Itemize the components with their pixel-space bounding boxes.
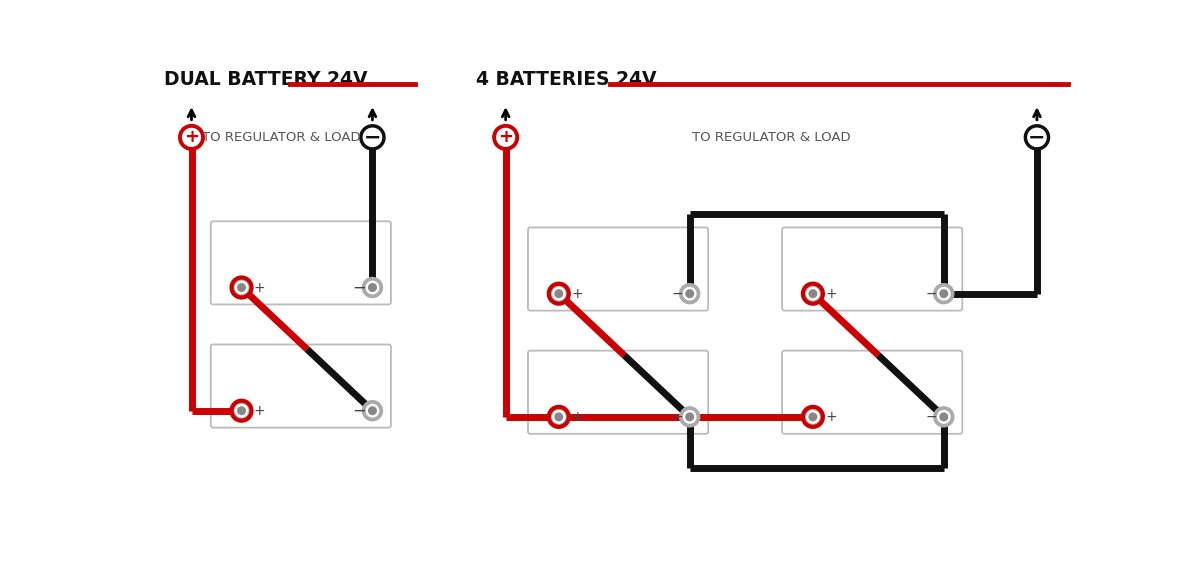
Text: DUAL BATTERY 24V: DUAL BATTERY 24V [163,70,367,89]
Circle shape [937,411,950,423]
Text: +: + [254,281,265,295]
Text: +: + [826,410,836,424]
Circle shape [552,411,565,423]
Circle shape [679,407,700,427]
Circle shape [361,126,384,149]
Circle shape [940,290,948,298]
Text: −: − [353,402,366,420]
Circle shape [809,413,817,420]
Circle shape [232,401,252,420]
Text: −: − [353,278,366,296]
Circle shape [934,407,954,427]
Circle shape [238,407,245,415]
Circle shape [803,407,823,427]
Circle shape [366,281,379,293]
FancyBboxPatch shape [528,227,708,311]
Text: +: + [184,128,199,146]
Circle shape [806,288,820,300]
Circle shape [686,290,694,298]
Circle shape [238,284,245,291]
Text: TO REGULATOR & LOAD: TO REGULATOR & LOAD [692,131,851,144]
Circle shape [937,288,950,300]
Circle shape [934,284,954,304]
Circle shape [684,288,696,300]
Text: −: − [926,287,937,300]
Text: −: − [672,410,684,424]
Circle shape [235,404,247,417]
Circle shape [809,290,817,298]
Circle shape [684,411,696,423]
Circle shape [362,401,383,420]
Circle shape [1026,126,1049,149]
Circle shape [235,281,247,293]
Circle shape [679,284,700,304]
Circle shape [362,277,383,298]
Circle shape [548,407,569,427]
FancyBboxPatch shape [211,222,391,304]
FancyBboxPatch shape [528,351,708,434]
Circle shape [803,284,823,304]
Text: −: − [364,128,382,147]
Circle shape [940,413,948,420]
Text: −: − [926,410,937,424]
Circle shape [368,407,377,415]
Circle shape [806,411,820,423]
Circle shape [368,284,377,291]
Text: −: − [672,287,684,300]
Text: TO REGULATOR & LOAD: TO REGULATOR & LOAD [203,131,361,144]
Text: +: + [571,287,583,300]
FancyBboxPatch shape [782,351,962,434]
Circle shape [686,413,694,420]
Circle shape [548,284,569,304]
Circle shape [366,404,379,417]
Text: +: + [254,404,265,418]
Circle shape [554,290,563,298]
FancyBboxPatch shape [782,227,962,311]
Circle shape [180,126,203,149]
Circle shape [554,413,563,420]
Circle shape [552,288,565,300]
FancyBboxPatch shape [211,345,391,427]
Circle shape [232,277,252,298]
Text: −: − [1028,128,1045,147]
Text: +: + [826,287,836,300]
Text: +: + [571,410,583,424]
Text: +: + [498,128,514,146]
Circle shape [494,126,517,149]
Text: 4 BATTERIES 24V: 4 BATTERIES 24V [476,70,656,89]
